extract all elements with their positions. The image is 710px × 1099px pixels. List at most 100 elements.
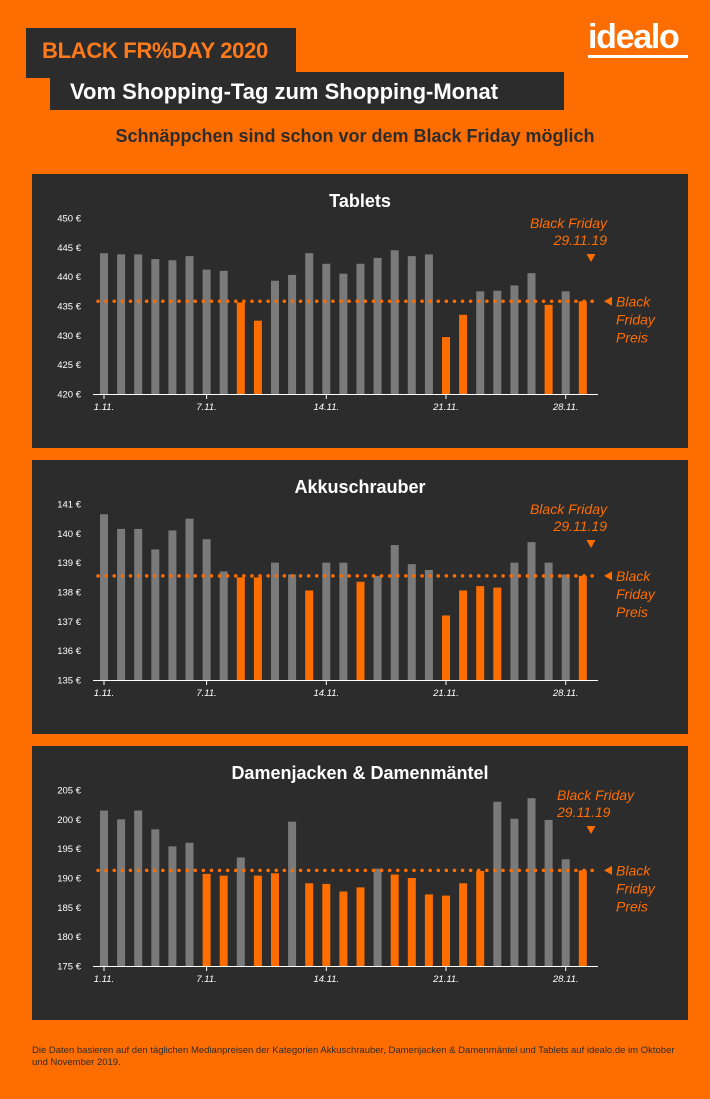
y-tick-label: 420 € xyxy=(57,390,81,401)
x-tick-label: 14.11. xyxy=(313,402,339,413)
bar-day-16 xyxy=(356,263,365,394)
bar-day-24 xyxy=(493,801,502,966)
price-label-line3: Preis xyxy=(616,329,648,345)
bar-day-8 xyxy=(219,875,228,966)
left-arrow-icon xyxy=(604,296,612,306)
y-tick-label: 445 € xyxy=(57,243,81,254)
black-friday-date: 29.11.19 xyxy=(553,518,608,534)
bar-day-29 xyxy=(578,870,587,966)
bar-day-16 xyxy=(356,581,365,680)
bar-day-16 xyxy=(356,887,365,966)
bar-day-14 xyxy=(322,562,331,680)
bar-day-2 xyxy=(117,528,126,680)
bar-day-27 xyxy=(544,304,553,394)
bar-day-15 xyxy=(339,273,348,394)
bar-day-7 xyxy=(202,873,211,966)
y-tick-label: 135 € xyxy=(57,676,81,687)
tagline: Schnäppchen sind schon vor dem Black Fri… xyxy=(115,126,595,146)
y-tick-label: 200 € xyxy=(57,815,81,826)
chart-tablets: Tablets 450 € 445 € 440 € 435 € 430 € 425 € 420… xyxy=(57,191,656,413)
header-subtitle-box xyxy=(50,72,564,110)
x-tick-label: 7.11. xyxy=(196,402,216,413)
x-tick-label: 28.11. xyxy=(552,688,579,699)
bar-day-11 xyxy=(271,280,279,394)
y-tick-label: 137 € xyxy=(57,617,81,628)
bar-day-23 xyxy=(476,870,485,966)
bar-day-6 xyxy=(185,256,194,394)
price-label-line3: Preis xyxy=(616,898,648,914)
y-tick-label: 139 € xyxy=(57,558,81,569)
bar-day-5 xyxy=(168,846,177,966)
chart-title: Tablets xyxy=(329,191,391,211)
bar-day-2 xyxy=(117,254,126,394)
x-tick-label: 1.11. xyxy=(94,974,114,985)
bar-day-28 xyxy=(561,574,570,680)
x-tick-label: 21.11. xyxy=(432,688,459,699)
down-arrow-icon xyxy=(586,826,596,834)
bar-day-19 xyxy=(407,878,416,966)
bar-day-9 xyxy=(236,302,245,394)
bar-day-9 xyxy=(236,857,245,966)
bar-day-15 xyxy=(339,562,348,680)
bar-day-3 xyxy=(134,528,143,680)
bar-day-15 xyxy=(339,891,348,966)
x-tick-label: 1.11. xyxy=(94,402,114,413)
bar-day-23 xyxy=(476,291,485,394)
bar-day-24 xyxy=(493,290,502,394)
x-tick-label: 21.11. xyxy=(432,402,459,413)
bar-day-17 xyxy=(373,257,382,394)
black-friday-label: Black Friday xyxy=(530,501,608,517)
black-friday-label: Black Friday xyxy=(557,787,635,803)
bar-day-12 xyxy=(288,574,297,680)
bar-day-13 xyxy=(305,590,314,680)
bar-day-7 xyxy=(202,539,211,680)
bar-day-1 xyxy=(100,253,108,394)
bar-day-18 xyxy=(390,874,399,966)
bar-day-4 xyxy=(151,549,160,680)
bar-day-21 xyxy=(442,615,450,680)
y-tick-label: 136 € xyxy=(57,646,81,657)
bar-day-20 xyxy=(424,570,433,680)
bar-day-27 xyxy=(544,562,553,680)
idealo-logo: idealo xyxy=(588,18,680,56)
bar-day-20 xyxy=(424,894,433,966)
bar-day-26 xyxy=(527,798,536,966)
x-tick-label: 1.11. xyxy=(94,688,114,699)
y-tick-label: 175 € xyxy=(57,962,81,973)
y-tick-label: 195 € xyxy=(57,844,81,855)
bar-day-12 xyxy=(288,821,297,966)
y-tick-label: 435 € xyxy=(57,302,81,313)
bar-day-7 xyxy=(202,269,211,394)
chart-title: Akkuschrauber xyxy=(294,477,425,497)
y-tick-label: 425 € xyxy=(57,360,81,371)
bar-day-26 xyxy=(527,273,536,394)
bar-day-17 xyxy=(373,575,382,680)
bar-day-27 xyxy=(544,819,553,966)
bar-day-10 xyxy=(253,320,262,394)
bar-day-2 xyxy=(117,819,126,966)
bar-day-10 xyxy=(253,577,262,680)
bar-day-19 xyxy=(407,564,416,680)
bar-day-8 xyxy=(219,270,228,394)
bar-day-11 xyxy=(271,873,279,966)
y-tick-label: 141 € xyxy=(57,500,81,511)
x-tick-label: 7.11. xyxy=(196,974,216,985)
x-tick-label: 21.11. xyxy=(432,974,459,985)
y-tick-label: 205 € xyxy=(57,786,81,797)
down-arrow-icon xyxy=(586,540,596,548)
bar-day-28 xyxy=(561,291,570,394)
price-label-line2: Friday xyxy=(616,311,656,327)
price-label-line1: Black xyxy=(616,293,651,309)
bar-day-12 xyxy=(288,274,297,394)
y-tick-label: 450 € xyxy=(57,214,81,225)
bar-day-24 xyxy=(493,587,502,680)
bar-day-3 xyxy=(134,254,143,394)
bar-day-23 xyxy=(476,586,485,680)
x-tick-label: 14.11. xyxy=(313,688,339,699)
chart-damenjacken: Damenjacken & Damenmäntel 205 € 200 € 195 €… xyxy=(57,763,656,985)
bar-day-25 xyxy=(510,818,519,966)
y-tick-label: 138 € xyxy=(57,588,81,599)
bar-day-22 xyxy=(459,590,468,680)
x-tick-label: 7.11. xyxy=(196,688,216,699)
left-arrow-icon xyxy=(604,865,612,875)
